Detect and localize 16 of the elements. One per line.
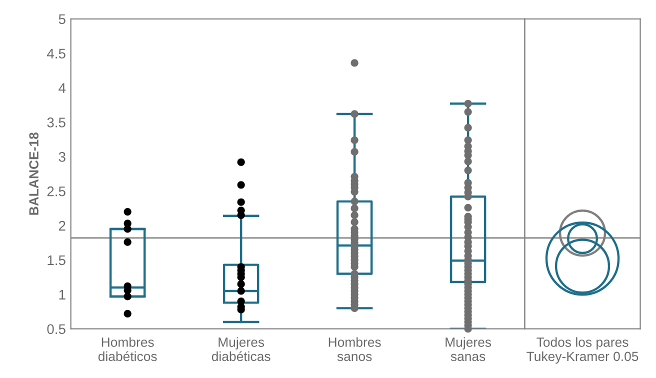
y-tick-label: 2.5 — [47, 186, 66, 196]
y-tick-label: 1 — [59, 290, 66, 300]
x-tick-label: Mujeres sanas — [446, 337, 492, 362]
y-tick-label: 2 — [58, 220, 66, 231]
y-tick-label: 1.5 — [48, 255, 66, 266]
y-tick-label: 3 — [58, 152, 66, 162]
x-tick-label: Hombres sanos — [328, 337, 381, 362]
x-tick-label: Todos los pares Tukey-Kramer 0.05 — [526, 337, 638, 364]
y-tick-label: 4.5 — [47, 48, 66, 59]
y-tick-label: 5 — [58, 14, 66, 24]
x-tick-label: Mujeres diabéticas — [212, 337, 270, 362]
y-tick-label: 4 — [58, 83, 66, 93]
y-axis-title: BALANCE-18 — [29, 132, 39, 215]
y-tick-label: 3.5 — [47, 118, 66, 128]
x-tick-label: Hombres diabéticos — [98, 337, 157, 362]
y-tick-label: 0.5 — [47, 324, 66, 334]
